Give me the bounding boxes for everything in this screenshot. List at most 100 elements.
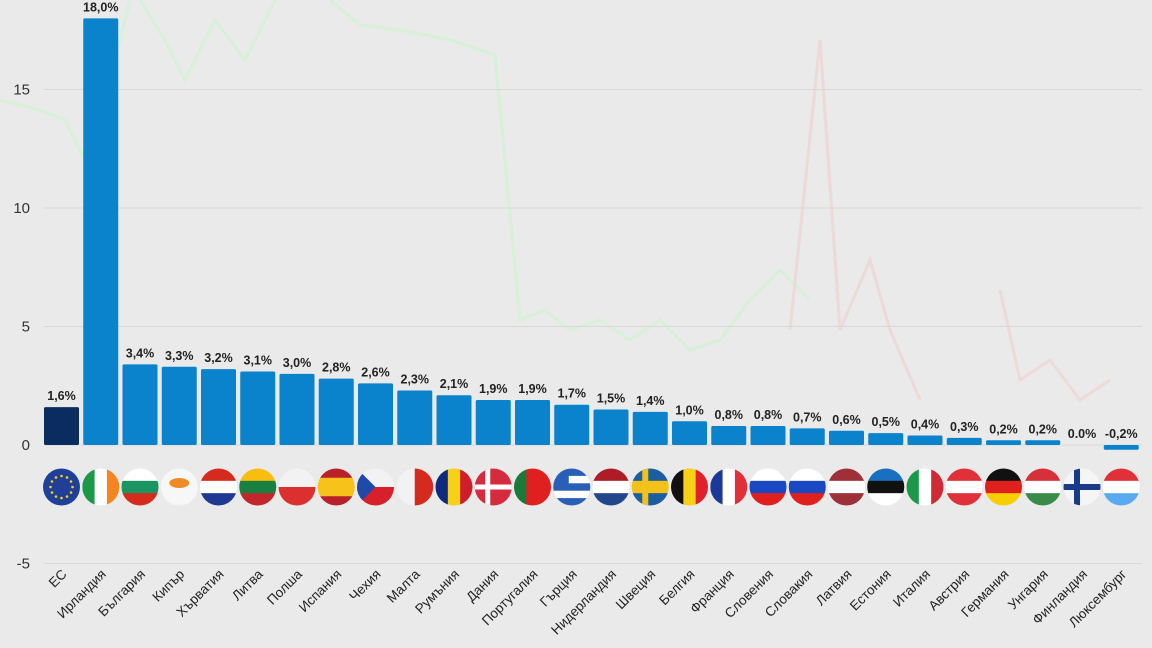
flag-icon [82, 468, 120, 506]
value-label: 0,4% [911, 418, 940, 432]
value-label: 0,2% [989, 422, 1018, 436]
bar [240, 371, 276, 445]
bars [44, 18, 1139, 450]
bar [672, 421, 707, 445]
y-tick-label: 10 [13, 200, 30, 217]
flag-icon [631, 468, 669, 506]
value-label: 1,0% [675, 403, 704, 417]
value-label: 2,8% [322, 361, 351, 375]
bar [436, 395, 472, 445]
y-tick-label: 15 [13, 82, 30, 99]
y-tick-label: 0 [22, 437, 30, 454]
value-label: 3,3% [165, 349, 194, 363]
value-label: 1,9% [518, 382, 547, 396]
x-tick-label: Чехия [346, 567, 383, 604]
y-tick-label: -5 [17, 556, 30, 573]
value-label: 18,0% [83, 0, 118, 14]
bar [593, 409, 629, 445]
value-label: 0,8% [754, 408, 783, 422]
value-label: -0,2% [1105, 427, 1138, 441]
value-label: 1,6% [47, 389, 76, 403]
bar [358, 383, 393, 445]
flag-icon [278, 468, 316, 506]
value-label: 1,4% [636, 394, 665, 408]
value-label: 3,0% [283, 356, 312, 370]
value-label: 2,6% [361, 365, 390, 379]
value-label: 0,7% [793, 410, 822, 424]
value-label: 0,3% [950, 420, 979, 434]
flag-icon [788, 468, 826, 506]
flag-icon [43, 468, 80, 506]
bar [789, 428, 825, 445]
flag-icon [592, 468, 630, 506]
value-label: 2,1% [440, 377, 469, 391]
bar [83, 18, 119, 446]
flag-icon [985, 468, 1022, 506]
value-labels: 1,6% 18,0% 3,4% 3,3% 3,2% 3,1% 3,0% 2,8% 2,6% 2,3… [47, 0, 1137, 441]
x-tick-label: Литва [229, 566, 266, 603]
bar [632, 411, 668, 445]
y-tick-label: 5 [22, 319, 30, 336]
x-tick-label: ЕС [46, 566, 70, 590]
flag-icon [160, 468, 198, 506]
flag-icon [671, 468, 708, 506]
bar [907, 435, 943, 445]
bar [1103, 445, 1139, 450]
value-label: 0,5% [872, 415, 901, 429]
flag-icon [749, 468, 787, 506]
value-label: 3,1% [244, 354, 273, 368]
flag-icon [239, 468, 277, 506]
flag-icon [867, 468, 905, 506]
bar [946, 437, 982, 445]
y-axis: -5 0 5 10 15 [13, 82, 30, 573]
bar [515, 399, 550, 445]
bar [750, 426, 786, 445]
flags [43, 468, 1140, 506]
flag-icon [396, 468, 434, 506]
bar [829, 430, 864, 445]
bar [711, 426, 747, 445]
flag-icon [435, 468, 473, 506]
flag-icon [474, 468, 512, 506]
flag-icon [710, 468, 748, 506]
value-label: 3,4% [126, 346, 155, 360]
bar [279, 373, 315, 445]
flag-icon [514, 468, 551, 506]
x-tick-label: Естония [847, 567, 894, 614]
value-label: 2,3% [401, 372, 430, 386]
value-label: 1,9% [479, 382, 508, 396]
bar [318, 378, 354, 445]
value-label: 1,5% [597, 391, 626, 405]
x-tick-label: Кипър [149, 567, 187, 605]
flag-icon [317, 468, 355, 506]
bar [122, 364, 158, 445]
flag-icon [121, 468, 159, 506]
flag-icon [553, 468, 591, 506]
bar [986, 440, 1021, 445]
value-label: 0,6% [832, 413, 861, 427]
flag-icon [1102, 468, 1140, 506]
bar [1025, 440, 1061, 445]
flag-icon [1024, 468, 1062, 506]
bar [44, 407, 79, 445]
x-tick-label: Испания [296, 567, 344, 615]
flag-icon [357, 468, 394, 506]
flag-icon [1063, 468, 1101, 506]
bar [475, 399, 511, 445]
background-decoration [0, 0, 1111, 403]
flag-icon [828, 468, 865, 506]
value-label: 3,2% [204, 351, 233, 365]
bar [201, 369, 236, 445]
value-label: 1,7% [558, 387, 587, 401]
flag-icon [945, 468, 983, 506]
bar [397, 390, 433, 445]
value-label: 0,8% [715, 408, 744, 422]
value-label: 0.0% [1068, 427, 1097, 441]
value-label: 0,2% [1029, 422, 1058, 436]
x-tick-label: Швеция [613, 567, 659, 613]
x-tick-label: Дания [463, 567, 501, 605]
bar [868, 433, 904, 445]
flag-icon [200, 468, 237, 506]
